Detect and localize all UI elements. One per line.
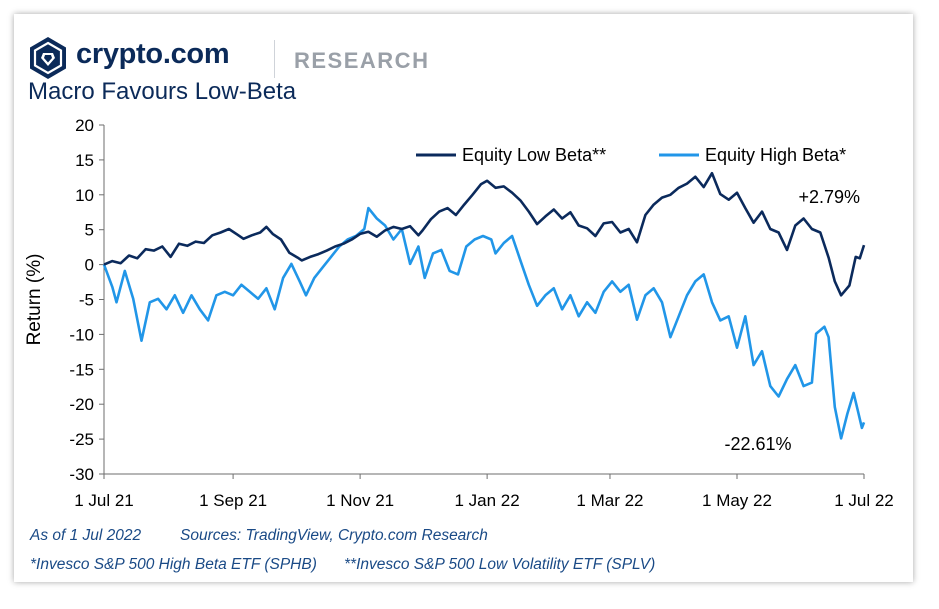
high-beta-end-label: -22.61%	[724, 434, 791, 454]
y-tick-label: 5	[85, 221, 94, 240]
footnote-high-beta: *Invesco S&P 500 High Beta ETF (SPHB)	[30, 556, 317, 573]
line-chart: 20 15 10 5 0 -5 -10 -15 -20 -25 -30 1 Jul 21 1 Sep 2…	[24, 116, 894, 510]
footnote-as-of: As of 1 Jul 2022	[30, 527, 142, 544]
y-tick-label: -20	[69, 395, 94, 414]
footnote-sources: Sources: TradingView, Crypto.com Researc…	[180, 527, 488, 544]
x-tick-label: 1 Mar 22	[576, 491, 643, 510]
x-tick-label: 1 Jan 22	[455, 491, 520, 510]
y-tick-label: 20	[75, 116, 94, 135]
brand-divider	[274, 40, 275, 78]
low-beta-end-label: +2.79%	[798, 187, 860, 207]
y-tick-label: -25	[69, 430, 94, 449]
y-tick-label: -5	[79, 291, 94, 310]
y-tick-label: 10	[75, 186, 94, 205]
y-tick-label: -30	[69, 465, 94, 484]
brand-header: crypto.com RESEARCH	[28, 36, 628, 79]
x-tick-label: 1 Nov 21	[326, 491, 394, 510]
brand-name: crypto.com	[76, 38, 230, 70]
legend-high-beta-label: Equity High Beta*	[705, 145, 846, 165]
legend-low-beta-label: Equity Low Beta**	[462, 145, 606, 165]
y-tick-label: -15	[69, 360, 94, 379]
y-tick-label: -10	[69, 325, 94, 344]
y-axis-title: Return (%)	[24, 254, 45, 346]
low-beta-series-line	[103, 171, 866, 297]
crypto-com-logo-icon	[30, 37, 66, 79]
high-beta-series-line	[102, 206, 866, 440]
x-tick-label: 1 May 22	[702, 491, 772, 510]
x-tick-label: 1 Jul 21	[74, 491, 134, 510]
x-tick-label: 1 Sep 21	[199, 491, 267, 510]
y-tick-label: 15	[75, 151, 94, 170]
footnote-low-beta: **Invesco S&P 500 Low Volatility ETF (SP…	[344, 556, 656, 573]
chart-card: crypto.com RESEARCH Macro Favours Low-Be…	[14, 14, 913, 582]
brand-section-label: RESEARCH	[294, 48, 430, 73]
chart-title: Macro Favours Low-Beta	[28, 78, 297, 105]
x-tick-label: 1 Jul 22	[834, 491, 894, 510]
y-tick-label: 0	[85, 256, 94, 275]
